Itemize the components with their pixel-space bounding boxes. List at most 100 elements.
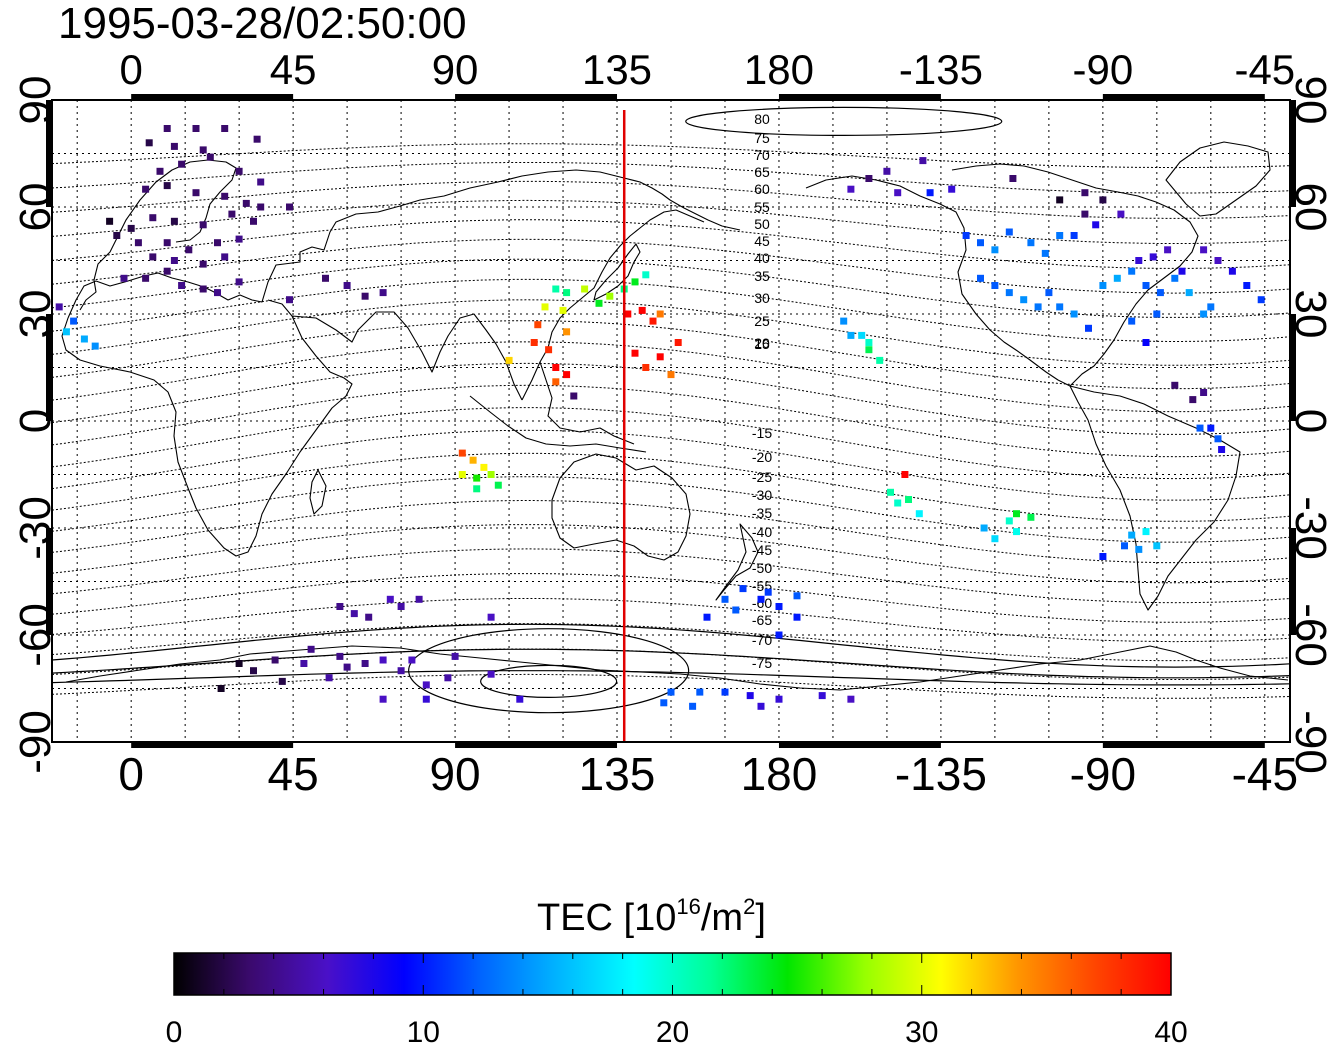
tec-point: [775, 695, 783, 703]
tec-point: [257, 203, 265, 211]
tec-point: [163, 267, 171, 275]
tec-point: [757, 595, 765, 603]
tec-point: [1171, 274, 1179, 282]
tec-point: [163, 182, 171, 190]
contour-label: -25: [752, 469, 772, 485]
tec-data-points: [55, 125, 1265, 710]
tec-point: [1196, 424, 1204, 432]
colorbar-ticks: [173, 953, 1172, 995]
tec-point: [642, 271, 650, 279]
tec-point: [149, 214, 157, 222]
tec-point: [905, 496, 912, 503]
tec-point: [1200, 310, 1208, 318]
tec-point: [80, 335, 88, 343]
frame-tick-bottom: [455, 742, 618, 748]
tec-point: [1070, 232, 1078, 239]
tec-point: [1041, 249, 1049, 257]
tec-point: [1128, 317, 1136, 325]
contour-line: [51, 384, 1291, 458]
tec-point: [865, 175, 873, 182]
tec-point: [667, 371, 675, 379]
contour-label: -35: [752, 505, 772, 521]
tec-point: [948, 185, 956, 193]
tec-point: [1056, 232, 1064, 239]
tec-point: [883, 167, 891, 175]
tec-point: [1020, 296, 1028, 304]
map-frame-ticks: [46, 94, 1296, 748]
tec-point: [199, 260, 207, 268]
frame-tick-top: [455, 94, 618, 100]
tec-point: [1189, 396, 1197, 404]
tec-point: [1099, 196, 1107, 204]
tec-point: [278, 677, 286, 685]
tec-point: [1142, 282, 1150, 289]
contour-line: [51, 623, 1291, 662]
tec-point: [1027, 513, 1035, 521]
colorbar-title-sup1: 16: [676, 894, 700, 919]
tec-point: [1081, 210, 1089, 218]
contour-label: 60: [754, 181, 770, 197]
contour-line: [51, 299, 1291, 366]
tec-point: [901, 471, 909, 478]
tec-point: [1164, 246, 1172, 254]
tec-point: [134, 239, 142, 247]
tec-point: [336, 603, 344, 610]
coastline-north-america-east: [951, 163, 1199, 387]
tec-point: [570, 392, 578, 400]
tec-point: [656, 310, 664, 318]
tec-point: [120, 274, 128, 282]
coastline-arabia-india: [291, 311, 523, 401]
tec-point: [142, 274, 150, 282]
frame-tick-left: [46, 314, 52, 421]
tec-point: [631, 278, 639, 286]
tec-point: [156, 167, 164, 175]
tec-point: [170, 217, 178, 225]
coastline-scandinavia: [117, 159, 237, 243]
tec-point: [422, 695, 430, 703]
tec-point: [926, 189, 934, 197]
tec-point: [199, 285, 207, 293]
contour-line: [51, 258, 1291, 318]
contour-ellipse-outer: [408, 628, 690, 714]
contour-line: [51, 499, 1291, 564]
colorbar-tick-label: 40: [1154, 1016, 1187, 1048]
coastline-australia: [551, 453, 691, 561]
tec-point: [865, 346, 873, 354]
contour-line: [51, 362, 1291, 435]
tec-point: [397, 667, 405, 675]
tec-point: [505, 356, 513, 364]
tec-point: [192, 125, 200, 132]
tec-point: [127, 224, 135, 232]
colorbar-title-sup2: 2: [743, 894, 755, 919]
contour-label: -40: [752, 524, 772, 540]
tec-point: [764, 588, 772, 596]
colorbar-tick-label: 30: [905, 1016, 938, 1048]
tec-point: [818, 692, 826, 700]
contour-line: [51, 278, 1291, 343]
tec-point: [552, 364, 560, 371]
tec-point: [1121, 542, 1128, 550]
tec-point: [379, 656, 387, 664]
tec-point: [408, 656, 416, 664]
tec-point: [494, 481, 502, 489]
contour-label: -20: [752, 449, 772, 465]
tec-point: [242, 199, 250, 207]
frame-tick-left: [46, 100, 52, 207]
coastline-antarctica: [65, 645, 1289, 691]
frame-tick-bottom: [778, 742, 941, 748]
tec-point: [1214, 257, 1222, 264]
tec-point: [847, 185, 855, 193]
tec-point: [1045, 289, 1053, 297]
coastline-west-europe: [79, 235, 119, 311]
tec-point: [660, 699, 668, 707]
tec-point: [606, 292, 614, 300]
longitude-labels-bottom: 0 45 90 135 180 -135 -90 -45: [118, 748, 1298, 800]
tec-point: [919, 157, 927, 165]
tec-point: [1056, 196, 1064, 204]
colorbar-tick-label: 10: [407, 1016, 440, 1048]
tec-point: [739, 585, 747, 593]
tec-point: [530, 339, 538, 346]
contour-line: [51, 648, 1291, 680]
tec-point: [1070, 310, 1078, 318]
